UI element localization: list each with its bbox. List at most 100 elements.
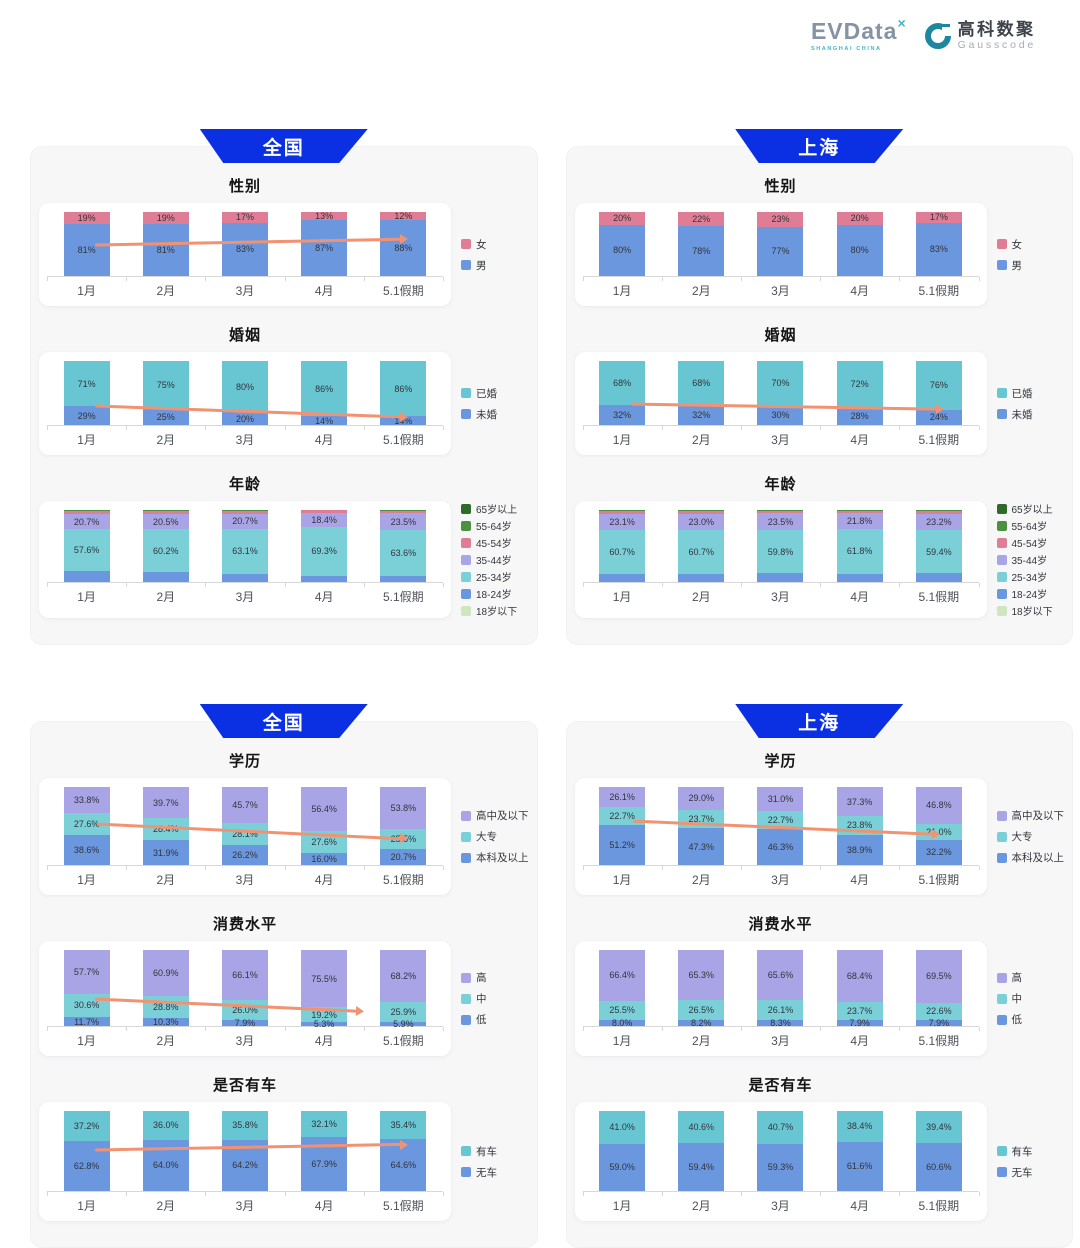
legend-item[interactable]: 中 — [461, 991, 529, 1006]
bar-segment[interactable]: 32% — [599, 405, 645, 425]
bar-segment[interactable]: 68% — [599, 361, 645, 405]
bar-segment[interactable]: 26.2% — [222, 845, 268, 865]
bar-segment[interactable]: 20.7% — [64, 514, 110, 529]
bar-segment[interactable]: 18.4% — [301, 513, 347, 526]
bar-segment[interactable]: 41.0% — [599, 1111, 645, 1144]
bar-segment[interactable]: 20% — [837, 212, 883, 225]
bar-segment[interactable]: 59.3% — [757, 1144, 803, 1191]
legend-item[interactable]: 未婚 — [461, 407, 529, 422]
bar-segment[interactable]: 88% — [380, 220, 426, 276]
legend-item[interactable]: 无车 — [997, 1165, 1065, 1180]
bar-segment[interactable]: 23% — [757, 212, 803, 227]
bar-segment[interactable]: 86% — [380, 361, 426, 416]
bar-segment[interactable]: 51.2% — [599, 825, 645, 865]
bar-segment[interactable]: 69.5% — [916, 950, 962, 1003]
bar-segment[interactable]: 36.0% — [143, 1111, 189, 1140]
bar-segment[interactable] — [916, 573, 962, 582]
bar-segment[interactable]: 14% — [301, 416, 347, 425]
bar-segment[interactable]: 59.4% — [678, 1143, 724, 1191]
bar-segment[interactable]: 46.3% — [757, 829, 803, 865]
legend-item[interactable]: 大专 — [461, 829, 529, 844]
bar-segment[interactable]: 29.0% — [678, 787, 724, 810]
legend-item[interactable]: 高中及以下 — [997, 808, 1065, 823]
legend-item[interactable]: 18岁以下 — [461, 603, 529, 618]
bar-segment[interactable]: 23.1% — [599, 514, 645, 531]
legend-item[interactable]: 35-44岁 — [461, 552, 529, 567]
bar-segment[interactable]: 10.3% — [143, 1018, 189, 1026]
bar-segment[interactable]: 60.6% — [916, 1143, 962, 1191]
legend-item[interactable]: 本科及以上 — [461, 850, 529, 865]
bar-segment[interactable]: 20.5% — [143, 514, 189, 529]
bar-segment[interactable]: 16.0% — [301, 853, 347, 865]
bar-segment[interactable]: 13% — [301, 212, 347, 220]
bar-segment[interactable]: 66.1% — [222, 950, 268, 1000]
legend-item[interactable]: 大专 — [997, 829, 1065, 844]
bar-segment[interactable]: 80% — [837, 225, 883, 276]
bar-segment[interactable]: 76% — [916, 361, 962, 410]
bar-segment[interactable]: 11.7% — [64, 1017, 110, 1026]
bar-segment[interactable]: 20.7% — [380, 849, 426, 865]
bar-segment[interactable]: 72% — [837, 361, 883, 407]
legend-item[interactable]: 已婚 — [997, 386, 1065, 401]
bar-segment[interactable]: 60.7% — [678, 530, 724, 574]
legend-item[interactable]: 18-24岁 — [997, 586, 1065, 601]
bar-segment[interactable]: 70% — [757, 361, 803, 406]
legend-item[interactable]: 65岁以上 — [461, 501, 529, 516]
bar-segment[interactable]: 78% — [678, 226, 724, 276]
bar-segment[interactable] — [143, 572, 189, 582]
legend-item[interactable]: 18岁以下 — [997, 603, 1065, 618]
bar-segment[interactable]: 37.2% — [64, 1111, 110, 1141]
bar-segment[interactable]: 71% — [64, 361, 110, 406]
bar-segment[interactable]: 32.1% — [301, 1111, 347, 1137]
bar-segment[interactable]: 61.8% — [837, 529, 883, 573]
bar-segment[interactable]: 17% — [222, 212, 268, 223]
legend-item[interactable]: 中 — [997, 991, 1065, 1006]
bar-segment[interactable]: 80% — [599, 225, 645, 276]
bar-segment[interactable]: 68.2% — [380, 950, 426, 1002]
legend-item[interactable]: 45-54岁 — [997, 535, 1065, 550]
bar-segment[interactable]: 40.6% — [678, 1111, 724, 1143]
bar-segment[interactable] — [678, 574, 724, 582]
bar-segment[interactable]: 35.4% — [380, 1111, 426, 1139]
bar-segment[interactable]: 23.0% — [678, 514, 724, 531]
bar-segment[interactable] — [757, 573, 803, 581]
bar-segment[interactable]: 77% — [757, 227, 803, 276]
legend-item[interactable]: 25-34岁 — [461, 569, 529, 584]
bar-segment[interactable]: 23.5% — [757, 513, 803, 530]
legend-item[interactable]: 35-44岁 — [997, 552, 1065, 567]
bar-segment[interactable]: 60.7% — [599, 530, 645, 574]
bar-segment[interactable]: 33.8% — [64, 787, 110, 813]
bar-segment[interactable]: 81% — [143, 224, 189, 276]
bar-segment[interactable]: 57.6% — [64, 529, 110, 570]
bar-segment[interactable]: 21.8% — [837, 513, 883, 529]
bar-segment[interactable] — [599, 574, 645, 582]
bar-segment[interactable]: 59.4% — [916, 530, 962, 573]
bar-segment[interactable]: 20.7% — [222, 514, 268, 529]
legend-item[interactable]: 男 — [461, 258, 529, 273]
legend-item[interactable]: 低 — [997, 1012, 1065, 1027]
bar-segment[interactable]: 30% — [757, 406, 803, 425]
bar-segment[interactable]: 65.6% — [757, 950, 803, 1000]
bar-segment[interactable]: 37.3% — [837, 787, 883, 816]
bar-segment[interactable]: 61.6% — [837, 1142, 883, 1191]
bar-segment[interactable]: 68% — [678, 361, 724, 405]
bar-segment[interactable]: 26.5% — [678, 1000, 724, 1020]
bar-segment[interactable]: 47.3% — [678, 828, 724, 865]
bar-segment[interactable]: 12% — [380, 212, 426, 220]
bar-segment[interactable]: 38.9% — [837, 835, 883, 865]
legend-item[interactable]: 男 — [997, 258, 1065, 273]
bar-segment[interactable]: 32.2% — [916, 840, 962, 865]
bar-segment[interactable]: 35.8% — [222, 1111, 268, 1140]
bar-segment[interactable]: 69.3% — [301, 527, 347, 577]
bar-segment[interactable]: 83% — [222, 223, 268, 276]
bar-segment[interactable]: 19% — [143, 212, 189, 224]
bar-segment[interactable]: 20% — [599, 212, 645, 225]
bar-segment[interactable]: 19% — [64, 212, 110, 224]
bar-segment[interactable]: 80% — [222, 361, 268, 412]
legend-item[interactable]: 65岁以上 — [997, 501, 1065, 516]
bar-segment[interactable]: 53.8% — [380, 787, 426, 829]
bar-segment[interactable] — [64, 571, 110, 582]
bar-segment[interactable]: 59.8% — [757, 530, 803, 573]
legend-item[interactable]: 本科及以上 — [997, 850, 1065, 865]
bar-segment[interactable]: 45.7% — [222, 787, 268, 823]
